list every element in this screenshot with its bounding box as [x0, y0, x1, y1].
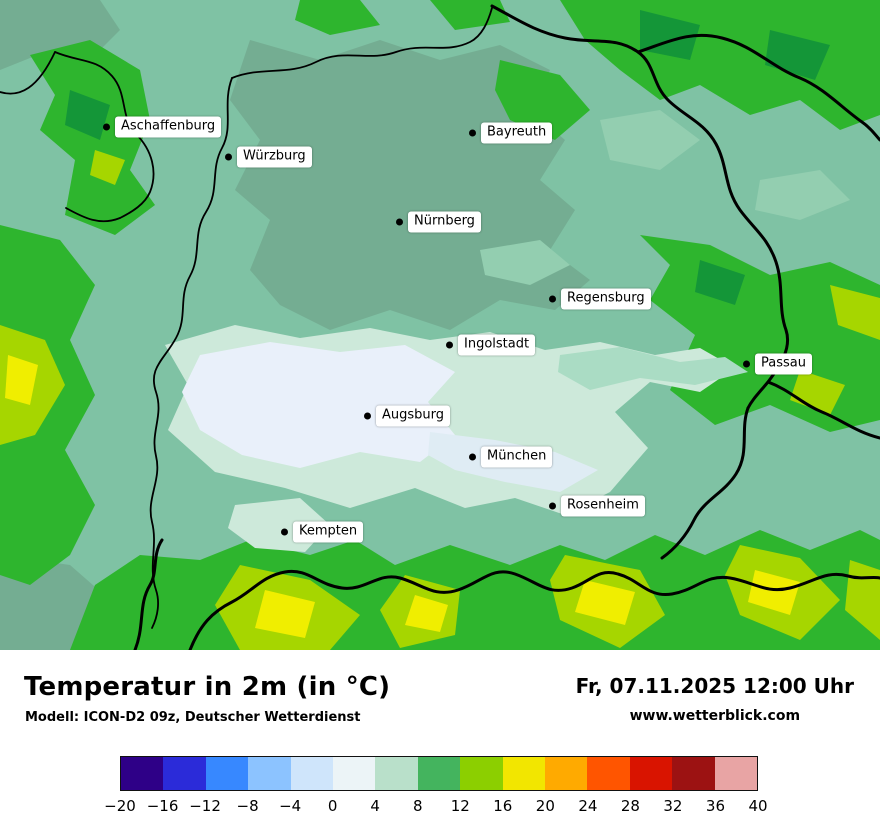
legend-color-segment: [629, 757, 673, 790]
city-dot-icon: [549, 295, 556, 303]
legend-color-segment: [163, 757, 206, 790]
legend-tick-label: 36: [705, 797, 725, 815]
legend-tick-label: 4: [370, 797, 380, 815]
legend-color-segment: [121, 757, 164, 790]
legend-color-segment: [333, 757, 376, 790]
city-layer: Aschaffenburg Würzburg Bayreuth Nürnberg…: [103, 116, 812, 543]
legend-color-segment: [714, 757, 757, 790]
datetime-block: Fr, 07.11.2025 12:00 Uhr www.wetterblick…: [576, 674, 854, 724]
legend-tick-label: 28: [620, 797, 640, 815]
legend-color-segment: [587, 757, 630, 790]
legend-color-segment: [672, 757, 715, 790]
legend-colorbar: [120, 756, 758, 791]
city-dot-icon: [446, 341, 453, 349]
city-label: Kempten: [293, 521, 364, 543]
city-label: Nürnberg: [408, 211, 481, 233]
city-marker: Aschaffenburg: [103, 116, 222, 138]
city-dot-icon: [364, 412, 371, 420]
map-yellow-patches: [5, 355, 800, 638]
city-marker: Bayreuth: [469, 122, 553, 144]
map-light-teal-patches: [480, 110, 850, 285]
legend-tick-label: 24: [578, 797, 598, 815]
city-dot-icon: [103, 123, 110, 131]
city-dot-icon: [396, 218, 403, 226]
city-dot-icon: [549, 502, 556, 510]
legend-tick-label: 40: [748, 797, 768, 815]
city-marker: Ingolstadt: [446, 334, 536, 356]
legend-tick-label: 12: [450, 797, 470, 815]
city-marker: Kempten: [281, 521, 364, 543]
city-marker: Augsburg: [364, 405, 451, 427]
legend-tick-label: 8: [412, 797, 423, 815]
city-label: Passau: [755, 353, 812, 375]
map-national-borders: [133, 4, 880, 650]
city-label: Ingolstadt: [458, 334, 536, 356]
city-label: Bayreuth: [481, 122, 553, 144]
legend-color-segment: [502, 757, 546, 790]
city-dot-icon: [743, 360, 750, 368]
city-dot-icon: [225, 153, 232, 161]
valid-datetime: Fr, 07.11.2025 12:00 Uhr: [575, 674, 854, 698]
city-dot-icon: [281, 528, 288, 536]
legend-tick-label: 20: [535, 797, 555, 815]
map-artwork: [0, 0, 880, 650]
city-marker: Würzburg: [225, 146, 312, 168]
city-dot-icon: [469, 129, 476, 137]
city-label: Aschaffenburg: [115, 116, 222, 138]
legend-color-segment: [205, 757, 249, 790]
legend-tick-label: −12: [189, 797, 221, 815]
city-marker: München: [469, 446, 553, 468]
website-url: www.wetterblick.com: [629, 708, 801, 724]
legend-color-segment: [460, 757, 503, 790]
legend-tick-label: 16: [493, 797, 513, 815]
legend-color-segment: [417, 757, 461, 790]
city-label: Würzburg: [237, 146, 312, 168]
city-marker: Passau: [743, 353, 812, 375]
model-info: Modell: ICON-D2 09z, Deutscher Wetterdie…: [25, 710, 361, 725]
legend-tick-label: 32: [663, 797, 683, 815]
legend-tick-label: −20: [104, 797, 136, 815]
city-label: Rosenheim: [561, 495, 645, 517]
map-title: Temperatur in 2m (in °C): [24, 672, 391, 702]
city-marker: Nürnberg: [396, 211, 481, 233]
city-label: Regensburg: [561, 288, 651, 310]
city-label: München: [481, 446, 553, 468]
legend-tick-label: 0: [327, 797, 338, 815]
info-band: Temperatur in 2m (in °C) Modell: ICON-D2…: [0, 650, 880, 750]
temperature-map: Aschaffenburg Würzburg Bayreuth Nürnberg…: [0, 0, 880, 650]
temperature-legend: −20 −16 −12 −8 −4 0 4 8 12 16 20 24 28 32 36 40: [0, 745, 880, 830]
city-label: Augsburg: [376, 405, 451, 427]
legend-color-segment: [375, 757, 418, 790]
city-dot-icon: [469, 453, 476, 461]
legend-color-segment: [290, 757, 334, 790]
legend-tick-label: −8: [236, 797, 259, 815]
legend-color-segment: [248, 757, 291, 790]
legend-color-segment: [545, 757, 588, 790]
legend-ticks: −20 −16 −12 −8 −4 0 4 8 12 16 20 24 28 32 36 40: [104, 797, 767, 821]
city-marker: Regensburg: [549, 288, 651, 310]
legend-tick-label: −16: [146, 797, 179, 815]
city-marker: Rosenheim: [549, 495, 645, 517]
legend-tick-label: −4: [279, 797, 302, 815]
